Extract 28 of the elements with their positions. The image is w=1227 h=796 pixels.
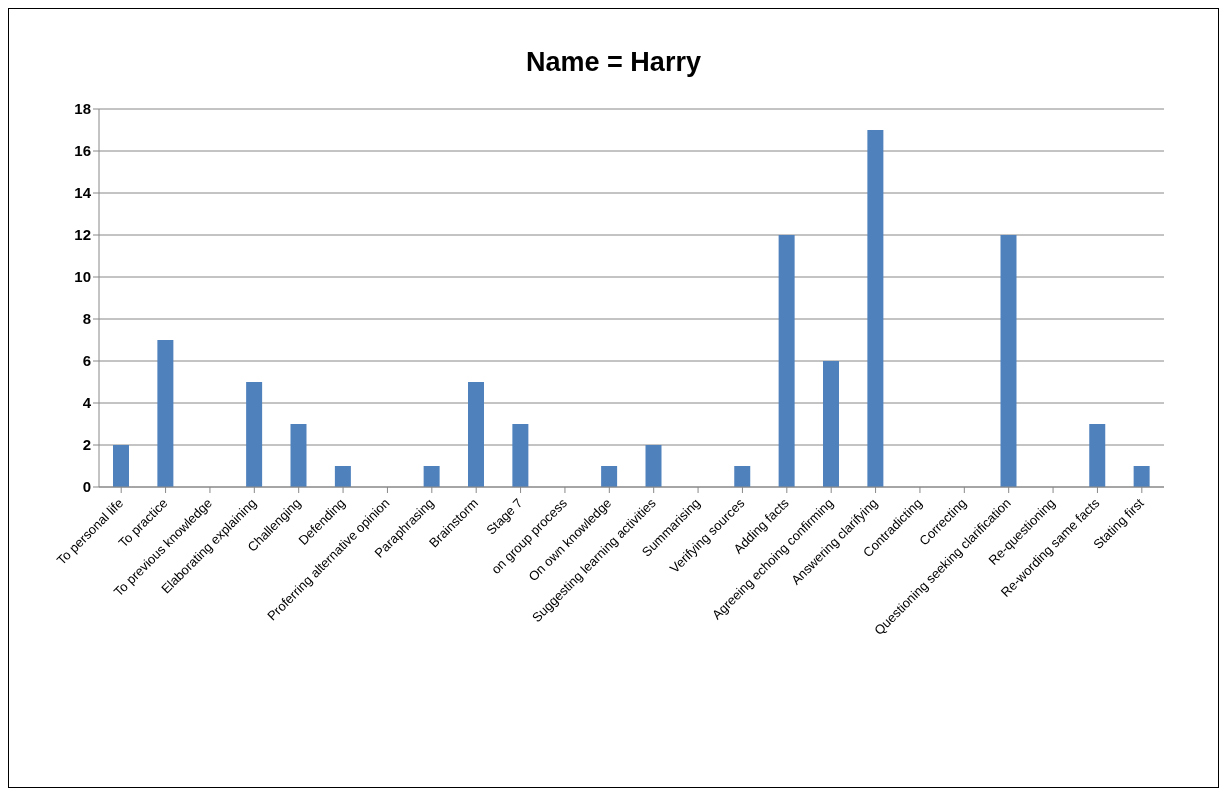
bar [157,340,174,487]
y-tick-label: 0 [82,478,91,496]
bar [290,424,307,487]
y-tick-label: 4 [82,394,92,412]
bar [823,361,839,487]
y-tick-label: 2 [82,436,91,454]
bar [113,445,129,487]
bar [867,130,884,487]
bar [734,466,751,487]
bar [246,382,263,487]
bar [512,424,529,487]
y-tick-label: 6 [82,352,91,370]
y-tick-label: 12 [74,226,91,244]
bar [468,382,484,487]
bar [423,466,440,487]
bar [601,466,618,487]
bar [1089,424,1106,487]
y-tick-label: 14 [74,184,92,202]
y-tick-label: 10 [74,268,91,286]
bar [1000,235,1017,487]
bar [645,445,662,487]
chart-title: Name = Harry [525,47,702,78]
y-tick-label: 16 [74,142,91,160]
bar [1133,466,1150,487]
y-tick-label: 18 [74,100,91,118]
y-tick-label: 8 [82,310,91,328]
bar [334,466,351,487]
bar [778,235,795,487]
